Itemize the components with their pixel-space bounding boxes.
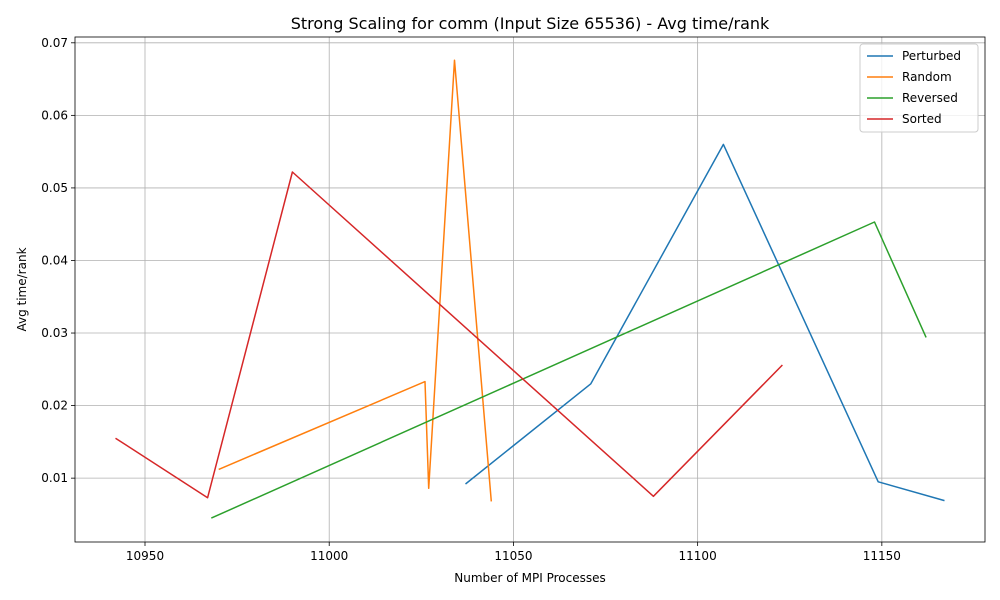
x-tick-label: 11050 xyxy=(494,549,532,563)
series-line-reversed xyxy=(210,221,927,519)
x-tick-label: 10950 xyxy=(126,549,164,563)
y-tick-label: 0.02 xyxy=(41,399,68,413)
legend-label-reversed: Reversed xyxy=(902,91,958,105)
x-tick-label: 11150 xyxy=(863,549,901,563)
series-line-sorted xyxy=(115,171,783,499)
legend: Perturbed Random Reversed Sorted xyxy=(859,43,979,133)
y-tick-label: 0.03 xyxy=(41,326,68,340)
y-tick-label: 0.06 xyxy=(41,108,68,122)
x-tick-label: 11000 xyxy=(310,549,348,563)
chart-title: Strong Scaling for comm (Input Size 6553… xyxy=(291,14,770,33)
series-line-random xyxy=(218,59,493,502)
x-tick-label: 11100 xyxy=(679,549,717,563)
legend-box xyxy=(859,43,979,133)
x-axis-label: Number of MPI Processes xyxy=(454,571,606,585)
series-lines xyxy=(115,59,945,519)
axis-ticks: 10950 11000 11050 11100 11150 0.01 0.02 0.03 0.0… xyxy=(41,36,901,563)
legend-label-perturbed: Perturbed xyxy=(902,49,961,63)
legend-label-sorted: Sorted xyxy=(902,112,942,126)
plot-area-frame xyxy=(74,36,986,543)
y-axis-label: Avg time/rank xyxy=(15,247,29,331)
y-tick-label: 0.05 xyxy=(41,181,68,195)
series-line-perturbed xyxy=(465,143,945,502)
y-tick-label: 0.07 xyxy=(41,36,68,50)
y-tick-label: 0.04 xyxy=(41,253,68,267)
legend-label-random: Random xyxy=(902,70,952,84)
y-tick-label: 0.01 xyxy=(41,471,68,485)
grid-lines xyxy=(75,37,985,542)
